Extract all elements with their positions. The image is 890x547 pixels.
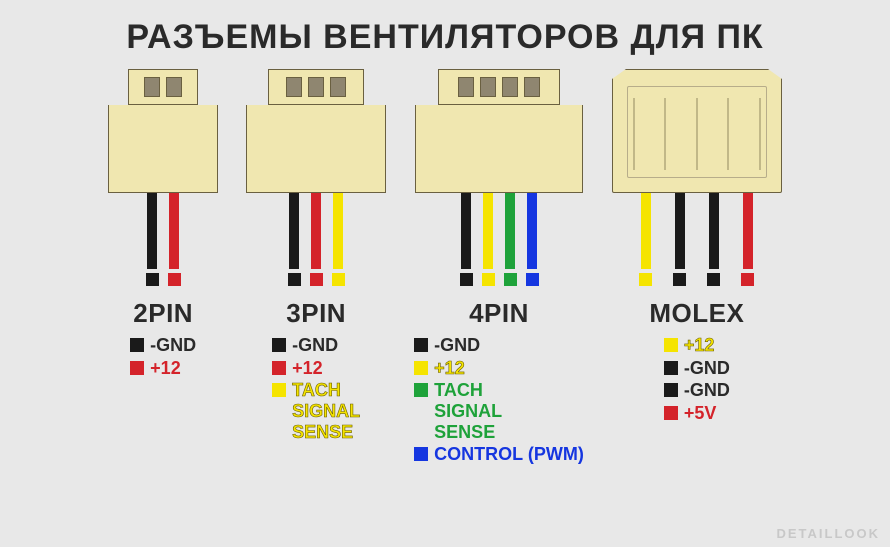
legend-text: -GND <box>292 335 338 356</box>
legend-swatch <box>664 383 678 397</box>
connector-label: MOLEX <box>649 298 744 329</box>
wire-black <box>146 191 158 286</box>
connector-label: 3PIN <box>286 298 346 329</box>
header-connector <box>415 69 583 193</box>
legend-row: +12 <box>130 358 196 379</box>
legend-text: +5V <box>684 403 717 424</box>
legend-text: +12 <box>434 358 465 379</box>
wire-green <box>504 191 516 286</box>
legend-text: +12 <box>150 358 181 379</box>
connector-columns: 2PIN-GND+123PIN-GND+12TACHSIGNALSENSE4PI… <box>0 69 890 465</box>
legend-text: -GND <box>434 335 480 356</box>
legend-text: CONTROL (PWM) <box>434 444 584 465</box>
legend-row: -GND <box>130 335 196 356</box>
legend-text: -GND <box>684 380 730 401</box>
wire-black <box>708 191 720 286</box>
page-title: РАЗЪЕМЫ ВЕНТИЛЯТОРОВ ДЛЯ ПК <box>0 0 890 57</box>
legend-row: TACHSIGNALSENSE <box>272 380 360 442</box>
wire-red <box>168 191 180 286</box>
legend-row: +12 <box>664 335 730 356</box>
legend: -GND+12TACHSIGNALSENSE <box>272 333 360 442</box>
wire-black <box>674 191 686 286</box>
wire-red <box>742 191 754 286</box>
legend: -GND+12 <box>130 333 196 378</box>
molex-connector <box>612 69 782 193</box>
connector-4pin: 4PIN -GND+12TACHSIGNALSENSECONTROL (PWM) <box>414 69 584 465</box>
header-connector <box>246 69 386 193</box>
legend-row: +5V <box>664 403 730 424</box>
wire-black <box>460 191 472 286</box>
wire-blue <box>526 191 538 286</box>
wire-black <box>288 191 300 286</box>
legend-row: TACHSIGNALSENSE <box>414 380 584 442</box>
wire-yellow <box>640 191 652 286</box>
connector-label: 2PIN <box>133 298 193 329</box>
legend-row: -GND <box>664 380 730 401</box>
legend-swatch <box>414 447 428 461</box>
legend-text: -GND <box>684 358 730 379</box>
legend-row: CONTROL (PWM) <box>414 444 584 465</box>
legend-swatch <box>130 338 144 352</box>
legend: -GND+12TACHSIGNALSENSECONTROL (PWM) <box>414 333 584 465</box>
legend: +12-GND-GND+5V <box>664 333 730 424</box>
connector-label: 4PIN <box>469 298 529 329</box>
legend-swatch <box>414 383 428 397</box>
connector-molex: MOLEX+12-GND-GND+5V <box>612 69 782 465</box>
legend-row: -GND <box>414 335 584 356</box>
legend-row: +12 <box>272 358 360 379</box>
wires <box>146 191 180 286</box>
wire-red <box>310 191 322 286</box>
wires <box>288 191 344 286</box>
legend-row: -GND <box>664 358 730 379</box>
legend-text: +12 <box>292 358 323 379</box>
legend-swatch <box>664 406 678 420</box>
legend-swatch <box>414 361 428 375</box>
legend-swatch <box>272 338 286 352</box>
legend-text: -GND <box>150 335 196 356</box>
legend-text: +12 <box>684 335 715 356</box>
legend-swatch <box>272 361 286 375</box>
legend-swatch <box>414 338 428 352</box>
legend-row: +12 <box>414 358 584 379</box>
legend-text: TACHSIGNALSENSE <box>434 380 502 442</box>
wires <box>460 191 538 286</box>
legend-text: TACHSIGNALSENSE <box>292 380 360 442</box>
wire-yellow <box>482 191 494 286</box>
legend-swatch <box>272 383 286 397</box>
connector-3pin: 3PIN -GND+12TACHSIGNALSENSE <box>246 69 386 465</box>
connector-2pin: 2PIN -GND+12 <box>108 69 218 465</box>
wires <box>640 191 754 286</box>
legend-swatch <box>664 361 678 375</box>
legend-row: -GND <box>272 335 360 356</box>
legend-swatch <box>664 338 678 352</box>
wire-yellow <box>332 191 344 286</box>
legend-swatch <box>130 361 144 375</box>
watermark: DETAILLOOK <box>776 526 880 541</box>
header-connector <box>108 69 218 193</box>
